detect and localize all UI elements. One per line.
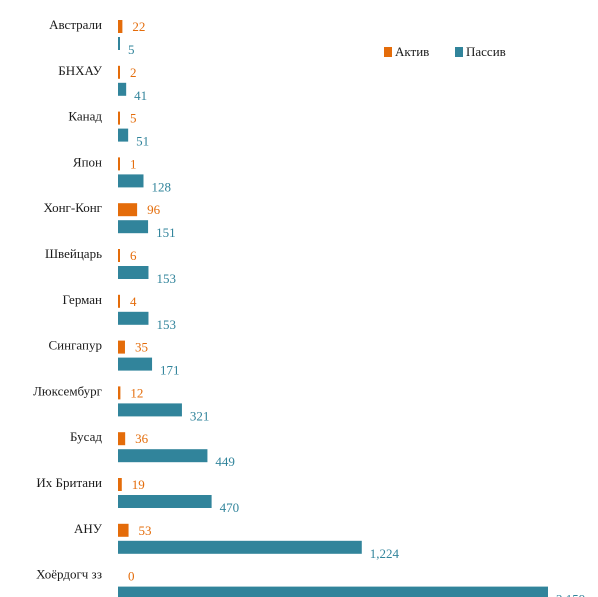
bar-passive bbox=[118, 311, 149, 325]
data-label-active: 6 bbox=[130, 248, 137, 263]
bar-active bbox=[118, 20, 123, 33]
bar-active bbox=[118, 111, 120, 125]
bar-active bbox=[118, 478, 122, 491]
category-label: Сингапур bbox=[49, 338, 102, 353]
bar-passive bbox=[118, 174, 144, 188]
bar-active bbox=[118, 386, 121, 400]
data-label-active: 0 bbox=[128, 569, 135, 584]
data-label-passive: 153 bbox=[156, 317, 176, 332]
legend-swatch-active bbox=[384, 47, 392, 57]
data-label-passive: 2.159 bbox=[556, 592, 585, 597]
category-label: Их Британи bbox=[36, 475, 102, 490]
legend-label-active: Актив bbox=[395, 44, 429, 59]
data-label-passive: 449 bbox=[215, 454, 235, 469]
category-label: Бусад bbox=[70, 429, 102, 444]
data-label-passive: 1,224 bbox=[370, 546, 400, 561]
category-label: Канад bbox=[68, 109, 102, 124]
bar-passive bbox=[118, 82, 127, 96]
bars-group bbox=[118, 20, 548, 597]
category-label: Швейцарь bbox=[45, 246, 102, 261]
data-label-passive: 5 bbox=[128, 42, 135, 57]
bar-passive bbox=[118, 128, 129, 142]
legend-swatch-passive bbox=[455, 47, 463, 57]
legend-label-passive: Пассив bbox=[466, 44, 506, 59]
data-label-active: 2 bbox=[130, 65, 137, 80]
bar-passive bbox=[118, 540, 362, 554]
bar-passive bbox=[118, 449, 208, 463]
bar-active bbox=[118, 523, 129, 537]
bar-passive bbox=[118, 220, 149, 234]
category-label: Хоёрдогч зз bbox=[36, 567, 102, 582]
data-label-active: 12 bbox=[130, 385, 143, 400]
bar-passive bbox=[118, 403, 182, 417]
data-label-passive: 171 bbox=[160, 363, 180, 378]
category-label: Австрали bbox=[49, 17, 102, 32]
category-label: АНУ bbox=[74, 521, 103, 536]
bar-active bbox=[118, 65, 120, 79]
bar-passive bbox=[118, 37, 120, 50]
data-label-passive: 151 bbox=[156, 225, 176, 240]
data-label-passive: 51 bbox=[136, 134, 149, 149]
category-label: Люксембург bbox=[33, 383, 102, 398]
legend: Актив Пассив bbox=[384, 44, 506, 59]
category-label: Герман bbox=[63, 292, 103, 307]
data-label-active: 22 bbox=[132, 19, 145, 34]
data-label-active: 96 bbox=[147, 202, 161, 217]
data-label-active: 36 bbox=[135, 431, 149, 446]
data-label-active: 19 bbox=[132, 477, 145, 492]
data-label-active: 5 bbox=[130, 111, 137, 126]
bar-passive bbox=[118, 495, 212, 508]
data-label-passive: 470 bbox=[220, 500, 240, 515]
data-label-passive: 41 bbox=[134, 88, 147, 103]
bar-passive bbox=[118, 586, 548, 597]
data-label-active: 35 bbox=[135, 340, 148, 355]
bar-active bbox=[118, 340, 125, 354]
data-label-active: 1 bbox=[130, 156, 137, 171]
bar-active bbox=[118, 249, 120, 262]
category-label: БНХАУ bbox=[58, 63, 102, 78]
bar-passive bbox=[118, 266, 149, 279]
bar-passive bbox=[118, 357, 153, 371]
bar-active bbox=[118, 294, 120, 308]
category-label: Хонг-Конг bbox=[44, 200, 103, 215]
bar-active bbox=[118, 157, 120, 171]
data-label-passive: 321 bbox=[190, 408, 210, 423]
bar-active bbox=[118, 432, 126, 446]
data-label-active: 53 bbox=[139, 523, 152, 538]
data-label-active: 4 bbox=[130, 294, 137, 309]
data-label-passive: 128 bbox=[151, 179, 171, 194]
category-labels-group: Австрали 22 5 БНХАУ 2 41 Канад 5 51 Япон 1 128 Хонг-… bbox=[33, 17, 585, 597]
bar-active bbox=[118, 203, 138, 217]
category-label: Япон bbox=[73, 154, 102, 169]
data-label-passive: 153 bbox=[156, 271, 176, 286]
